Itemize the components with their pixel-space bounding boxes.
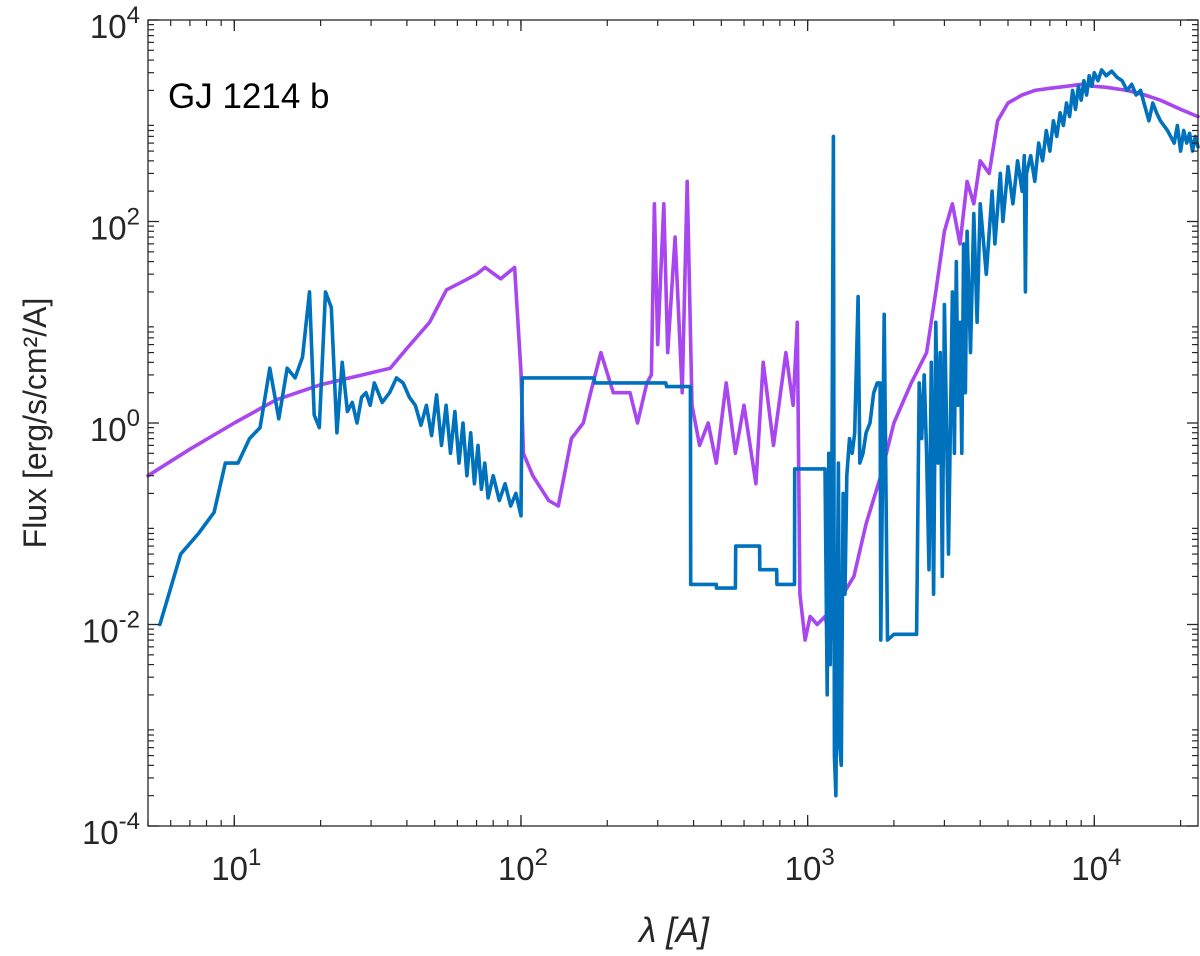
x-tick-label: 103 bbox=[785, 844, 835, 887]
major-tick-layer bbox=[148, 19, 1198, 827]
chart-title: GJ 1214 b bbox=[168, 77, 330, 116]
y-tick-label: 104 bbox=[90, 2, 140, 45]
series-layer bbox=[146, 68, 1200, 798]
x-tick-label: 104 bbox=[1071, 844, 1121, 887]
x-tick-label: 102 bbox=[498, 844, 548, 887]
y-tick-label: 10-2 bbox=[82, 607, 140, 650]
minor-tick-layer bbox=[147, 20, 1198, 826]
x-axis-label: λ [A] bbox=[637, 911, 710, 950]
y-tick-label: 10-4 bbox=[82, 808, 140, 851]
y-tick-label: 102 bbox=[90, 204, 140, 247]
x-tick-label: 101 bbox=[211, 844, 261, 887]
series-line-1 bbox=[146, 82, 1200, 642]
plot-box bbox=[147, 19, 1199, 827]
y-axis-label: Flux [erg/s/cm²/A] bbox=[17, 298, 53, 549]
y-tick-label: 100 bbox=[90, 405, 140, 448]
series-line-2 bbox=[158, 68, 1200, 798]
tick-label-layer: 101 102 103 104 10-4 10-2 100 102 104 bbox=[82, 2, 1121, 887]
